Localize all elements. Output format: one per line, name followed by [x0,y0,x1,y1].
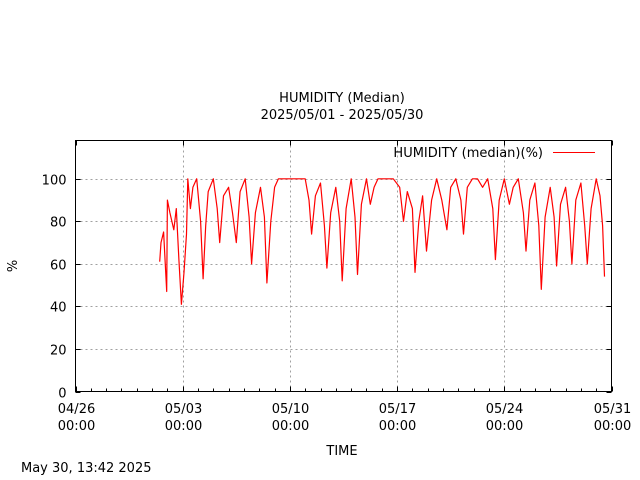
legend: HUMIDITY (median)(%) [393,146,595,161]
x-tick-label-time: 00:00 [165,419,202,434]
x-tick-label-time: 00:00 [594,419,631,434]
y-tick-label: 40 [50,301,67,316]
x-tick-label: 04/26 [58,402,95,417]
x-axis-minor-ticks [91,388,597,392]
y-axis-label: % [6,260,21,272]
x-tick-label-time: 00:00 [379,419,416,434]
y-axis-ticks: 0 20 40 60 80 100 [42,174,612,402]
timestamp-footer: May 30, 13:42 2025 [21,461,152,476]
y-tick-label: 20 [50,344,67,359]
y-tick-label: 0 [58,387,66,402]
y-tick-label: 60 [50,259,67,274]
y-tick-label: 80 [50,216,67,231]
x-tick-label: 05/24 [486,402,523,417]
chart-subtitle: 2025/05/01 - 2025/05/30 [261,108,424,123]
y-tick-label: 100 [42,174,67,189]
x-tick-label: 05/17 [379,402,416,417]
plot-frame [75,140,612,392]
x-tick-label-time: 00:00 [272,419,309,434]
x-axis-ticks: 04/26 00:00 05/03 00:00 05/10 00:00 05/17 00:00… [58,140,631,434]
humidity-series-line [159,178,606,305]
legend-label: HUMIDITY (median)(%) [393,146,543,161]
x-axis-label: TIME [325,444,357,459]
x-tick-label: 05/31 [594,402,631,417]
x-tick-label-time: 00:00 [58,419,95,434]
grid-lines [75,140,612,392]
x-tick-label: 05/10 [272,402,309,417]
series-layer [159,178,606,305]
x-tick-label-time: 00:00 [486,419,523,434]
x-tick-label: 05/03 [165,402,202,417]
chart-title: HUMIDITY (Median) [279,91,405,106]
